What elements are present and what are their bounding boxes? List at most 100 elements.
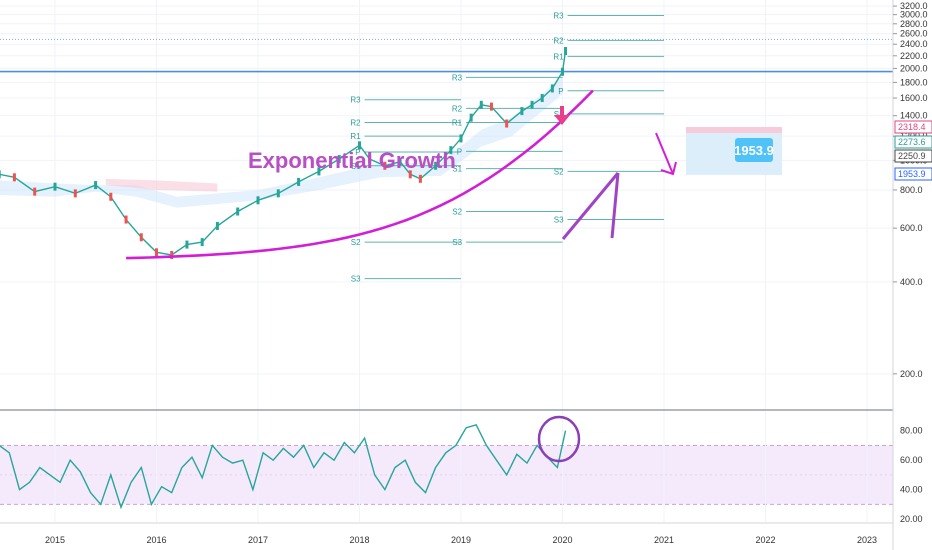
pivot-label-s1: S1: [452, 165, 462, 174]
y-tick-label: 600.0: [900, 223, 923, 233]
pivot-label-r1: R1: [452, 119, 463, 128]
pivot-label-r1: R1: [553, 52, 564, 61]
candle: [505, 119, 509, 128]
projection-box-top: [686, 127, 782, 133]
pivot-label-p: P: [457, 147, 462, 156]
x-tick-label: 2023: [857, 535, 877, 545]
pivot-label-s2: S2: [351, 238, 361, 247]
x-tick-label: 2015: [45, 535, 65, 545]
pivot-label-s3: S3: [351, 275, 361, 284]
candle: [317, 167, 321, 176]
candle: [139, 233, 143, 242]
y-tick-label: 2600.0: [900, 29, 928, 39]
pivot-label-s1: S1: [351, 162, 361, 171]
x-tick-label: 2017: [248, 535, 268, 545]
x-tick-label: 2018: [349, 535, 369, 545]
pivot-label-s2: S2: [452, 208, 462, 217]
candle: [489, 102, 493, 111]
candle: [358, 141, 361, 150]
rsi-tick-label: 20.00: [900, 514, 923, 524]
top-arrow-head: [554, 115, 570, 125]
y-tick-label: 2400.0: [900, 39, 928, 49]
pivot-label-s3: S3: [554, 216, 564, 225]
x-tick-label: 2020: [552, 535, 572, 545]
projection-value: 1953.9: [734, 143, 774, 158]
candle: [337, 155, 341, 164]
x-tick-label: 2021: [654, 535, 674, 545]
y-tick-label: 400.0: [900, 277, 923, 287]
candle: [215, 221, 219, 230]
candle: [109, 192, 113, 201]
price-badge: [894, 135, 932, 149]
pivot-levels: R3 R2 R1 P S1 S2 S3 R3 R2 R1 P S1 S2 S3 R3 R2 R1 P S1 S2 S3: [350, 12, 664, 284]
chart-title: Exponential Growth: [248, 148, 456, 173]
rsi-indicator: [0, 423, 567, 510]
ichimoku-cloud: [0, 76, 563, 208]
price-badge: [894, 167, 932, 181]
candle: [73, 189, 77, 198]
horizontal-level: [0, 38, 893, 73]
candle: [479, 100, 483, 109]
candle: [469, 113, 473, 122]
x-tick-label: 2016: [146, 535, 166, 545]
candle: [561, 67, 564, 76]
candle: [297, 177, 301, 186]
y-tick-label: 2800.0: [900, 19, 928, 29]
pivot-label-r3: R3: [553, 12, 564, 21]
pivot-label-r3: R3: [452, 73, 463, 82]
cloud-area: [0, 76, 563, 208]
candle: [368, 155, 372, 164]
pivot-label-r2: R2: [350, 119, 361, 128]
pivot-label-s2: S2: [554, 167, 564, 176]
candle: [185, 240, 189, 249]
candle: [408, 170, 412, 179]
candle: [530, 100, 534, 109]
rsi-tick-label: 40.00: [900, 485, 923, 495]
price-badge-label: 2250.9: [898, 151, 926, 161]
pivot-label-r2: R2: [452, 104, 463, 113]
candle: [434, 161, 438, 170]
rsi-tick-label: 80.00: [900, 426, 923, 436]
exponential-curve: [126, 89, 594, 260]
candle: [33, 187, 37, 196]
price-series: [0, 47, 568, 259]
candle: [124, 215, 128, 224]
candle: [53, 182, 57, 191]
y-tick-label: 2000.0: [900, 63, 928, 73]
candle: [520, 107, 524, 116]
candle: [94, 181, 98, 190]
candle: [540, 94, 544, 103]
pivot-label-r1: R1: [350, 132, 361, 141]
projection-line-up: [561, 172, 620, 240]
grid: [0, 0, 893, 522]
price-badge-label: 2273.6: [898, 137, 926, 147]
price-badge-label: 1953.9: [898, 169, 926, 179]
pivot-label-r2: R2: [553, 36, 564, 45]
y-tick-label: 800.0: [900, 185, 923, 195]
rsi-highlight-circle: [537, 415, 581, 463]
y-tick-label: 3200.0: [900, 1, 928, 11]
y-tick-label: 2200.0: [900, 51, 928, 61]
projection-line-down: [610, 172, 620, 239]
candle: [256, 196, 260, 205]
candle: [459, 134, 463, 143]
price-badge-label: 2318.4: [898, 122, 926, 132]
pivot-label-p: P: [355, 148, 360, 157]
candle: [564, 47, 568, 56]
candle: [550, 84, 554, 93]
pivot-label-p: P: [558, 87, 563, 96]
candle: [12, 173, 16, 182]
candle: [449, 146, 453, 155]
projection-badge: [735, 138, 773, 162]
y-tick-label: 1400.0: [900, 111, 928, 121]
down-arrow-head: [660, 161, 677, 176]
y-tick-label: 3000.0: [900, 10, 928, 20]
down-arrow-shaft: [655, 132, 674, 175]
candle: [155, 248, 158, 257]
candle: [236, 207, 240, 216]
y-tick-label: 200.0: [900, 369, 923, 379]
x-tick-label: 2022: [755, 535, 775, 545]
x-tick-label: 2019: [451, 535, 471, 545]
